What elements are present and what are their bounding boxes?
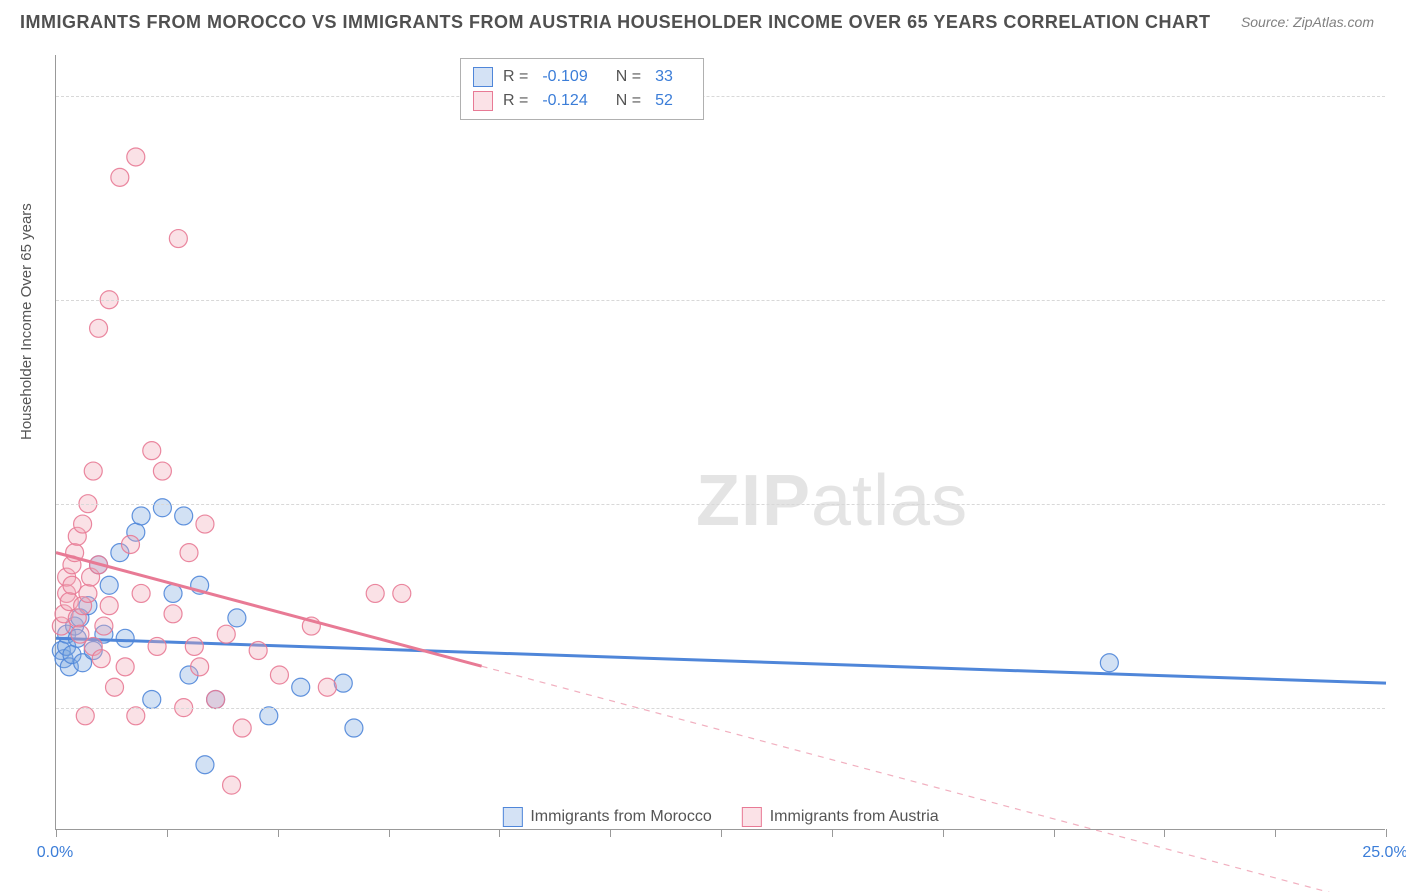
data-point xyxy=(143,442,161,460)
data-point xyxy=(106,678,124,696)
data-point xyxy=(84,462,102,480)
data-point xyxy=(318,678,336,696)
x-tick xyxy=(610,829,611,837)
grid-line xyxy=(56,708,1385,709)
data-point xyxy=(223,776,241,794)
data-point xyxy=(90,319,108,337)
data-point xyxy=(127,148,145,166)
data-point xyxy=(143,690,161,708)
y-axis-label: Householder Income Over 65 years xyxy=(18,203,35,440)
trend-line-extrapolated xyxy=(482,666,1386,892)
legend-bottom-item: Immigrants from Morocco xyxy=(502,807,711,827)
legend-swatch xyxy=(502,807,522,827)
legend-r-value: -0.109 xyxy=(542,68,587,86)
x-tick-label: 25.0% xyxy=(1362,844,1406,862)
data-point xyxy=(185,637,203,655)
data-point xyxy=(196,756,214,774)
data-point xyxy=(270,666,288,684)
data-point xyxy=(191,658,209,676)
y-tick-label: $150,000 xyxy=(1395,291,1406,309)
data-point xyxy=(127,707,145,725)
legend-bottom: Immigrants from Morocco Immigrants from A… xyxy=(494,805,946,829)
data-point xyxy=(196,515,214,533)
x-tick xyxy=(1386,829,1387,837)
data-point xyxy=(100,597,118,615)
legend-bottom-label: Immigrants from Austria xyxy=(770,808,939,826)
y-tick-label: $200,000 xyxy=(1395,87,1406,105)
x-tick xyxy=(499,829,500,837)
data-point xyxy=(233,719,251,737)
legend-swatch xyxy=(473,67,493,87)
data-point xyxy=(334,674,352,692)
chart-plot-area: ZIPatlas Immigrants from MoroccoImmigran… xyxy=(55,55,1385,830)
data-point xyxy=(345,719,363,737)
data-point xyxy=(74,515,92,533)
legend-swatch xyxy=(473,91,493,111)
legend-n-label: N = xyxy=(616,68,641,86)
data-point xyxy=(153,462,171,480)
data-point xyxy=(100,576,118,594)
data-point xyxy=(249,642,267,660)
data-point xyxy=(164,584,182,602)
data-point xyxy=(260,707,278,725)
data-point xyxy=(217,625,235,643)
data-point xyxy=(164,605,182,623)
x-tick-label: 0.0% xyxy=(37,844,73,862)
legend-bottom-item: Immigrants from Austria xyxy=(742,807,939,827)
data-point xyxy=(79,584,97,602)
data-point xyxy=(393,584,411,602)
y-tick-label: $50,000 xyxy=(1395,699,1406,717)
x-tick xyxy=(1164,829,1165,837)
scatter-svg xyxy=(56,55,1385,829)
legend-bottom-label: Immigrants from Morocco xyxy=(530,808,711,826)
x-tick xyxy=(278,829,279,837)
legend-n-value: 52 xyxy=(655,92,673,110)
data-point xyxy=(148,637,166,655)
chart-title: IMMIGRANTS FROM MOROCCO VS IMMIGRANTS FR… xyxy=(20,12,1211,33)
legend-n-label: N = xyxy=(616,92,641,110)
legend-row: R = -0.109 N = 33 xyxy=(473,65,691,89)
legend-top: R = -0.109 N = 33 R = -0.124 N = 52 xyxy=(460,58,704,120)
grid-line xyxy=(56,504,1385,505)
data-point xyxy=(111,168,129,186)
data-point xyxy=(95,617,113,635)
data-point xyxy=(228,609,246,627)
x-tick xyxy=(1275,829,1276,837)
data-point xyxy=(76,707,94,725)
data-point xyxy=(292,678,310,696)
data-point xyxy=(92,650,110,668)
legend-r-label: R = xyxy=(503,68,528,86)
y-tick-label: $100,000 xyxy=(1395,495,1406,513)
data-point xyxy=(366,584,384,602)
x-tick xyxy=(1054,829,1055,837)
source-text: Source: ZipAtlas.com xyxy=(1241,14,1374,30)
data-point xyxy=(1100,654,1118,672)
legend-swatch xyxy=(742,807,762,827)
data-point xyxy=(121,535,139,553)
data-point xyxy=(132,584,150,602)
legend-r-value: -0.124 xyxy=(542,92,587,110)
x-tick xyxy=(389,829,390,837)
legend-n-value: 33 xyxy=(655,68,673,86)
grid-line xyxy=(56,96,1385,97)
x-tick xyxy=(167,829,168,837)
data-point xyxy=(207,690,225,708)
data-point xyxy=(63,576,81,594)
data-point xyxy=(169,230,187,248)
legend-row: R = -0.124 N = 52 xyxy=(473,89,691,113)
grid-line xyxy=(56,300,1385,301)
trend-line xyxy=(56,553,482,667)
data-point xyxy=(180,544,198,562)
x-tick xyxy=(832,829,833,837)
legend-r-label: R = xyxy=(503,92,528,110)
data-point xyxy=(116,658,134,676)
data-point xyxy=(116,629,134,647)
data-point xyxy=(153,499,171,517)
data-point xyxy=(175,507,193,525)
x-tick xyxy=(56,829,57,837)
x-tick xyxy=(721,829,722,837)
data-point xyxy=(132,507,150,525)
x-tick xyxy=(943,829,944,837)
